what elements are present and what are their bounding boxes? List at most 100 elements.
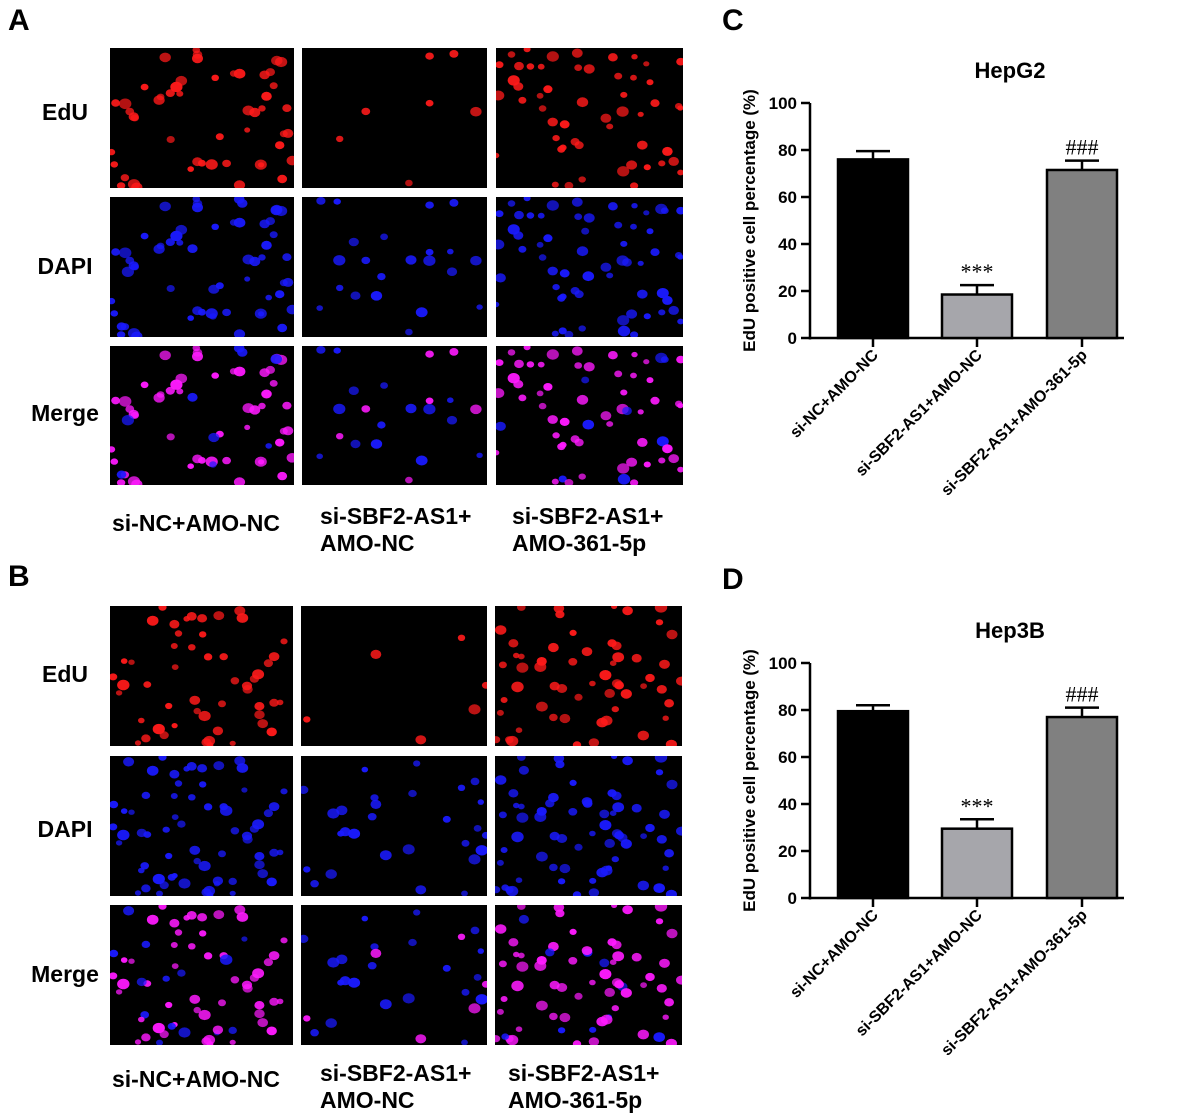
cell-nucleus [600,113,612,123]
panel-a-row-label-dapi: DAPI [37,253,93,279]
cell-nucleus [254,1001,265,1010]
cell-nucleus [646,228,654,235]
cell-nucleus [611,606,618,609]
cell-nucleus [617,315,630,326]
cell-nucleus [175,373,188,384]
cell-nucleus [199,930,207,937]
cell-nucleus [547,266,558,276]
cell-nucleus [241,681,253,691]
cell-nucleus [120,658,128,664]
cell-nucleus [650,396,660,405]
cell-nucleus [665,889,677,896]
cell-nucleus [558,475,567,483]
cell-nucleus [501,1033,509,1040]
cell-nucleus [187,166,194,172]
cell-nucleus [254,860,265,870]
cell-nucleus [282,401,292,410]
cell-nucleus [543,85,553,94]
cell-nucleus [659,809,670,819]
cell-nucleus [171,664,179,670]
cell-nucleus [380,382,388,389]
cell-nucleus [140,232,149,240]
cell-nucleus [413,760,421,767]
cell-nucleus [637,140,648,150]
cell-nucleus [413,909,421,916]
cell-nucleus [614,370,623,378]
cell-nucleus [574,362,583,369]
cell-nucleus [198,1009,211,1021]
cell-nucleus [496,239,505,250]
cell-nucleus [523,48,531,53]
y-tick-label: 20 [778,842,797,861]
cell-nucleus [643,210,650,216]
cell-nucleus [277,174,288,184]
cell-nucleus [171,814,179,820]
cell-nucleus [508,938,519,947]
cell-nucleus [146,615,159,626]
significance-label: ### [1066,135,1099,160]
cell-nucleus [212,726,224,736]
cell-nucleus [569,779,577,786]
cell-nucleus [637,437,648,447]
cell-nucleus [557,878,566,885]
cell-nucleus [370,439,383,449]
cell-nucleus [257,869,268,879]
cell-nucleus [604,838,615,848]
cell-nucleus [477,799,484,805]
cell-nucleus [198,457,206,464]
y-tick-label: 60 [778,748,797,767]
cell-nucleus [630,479,639,485]
cell-nucleus [495,736,501,744]
cell-nucleus [518,245,527,253]
cell-nucleus [500,996,508,1002]
cell-nucleus [218,850,226,858]
cell-nucleus [546,51,559,62]
cell-nucleus [189,994,201,1004]
cell-nucleus [523,346,531,351]
micro-a-edu-3 [496,48,683,188]
cell-nucleus [637,409,644,415]
cell-nucleus [501,884,509,891]
cell-nucleus [654,756,668,763]
micro-a-dapi-3 [496,197,683,337]
cell-nucleus [110,161,119,168]
cell-nucleus [261,240,272,250]
cell-nucleus [617,325,631,337]
cell-nucleus [211,223,219,230]
cell-nucleus [604,987,615,997]
cell-nucleus [526,63,535,70]
cell-nucleus [475,845,487,856]
bar [836,709,910,900]
cell-nucleus [572,891,582,896]
cell-nucleus [193,707,201,715]
cell-nucleus [193,1006,201,1014]
cell-nucleus [237,199,248,208]
cell-nucleus [676,57,683,66]
cell-nucleus [140,862,149,870]
cell-nucleus [152,873,165,885]
cell-nucleus [555,909,565,918]
cell-nucleus [310,880,319,888]
cell-nucleus [336,954,348,965]
cell-nucleus [616,106,629,117]
cell-nucleus [280,937,288,944]
cell-nucleus [211,372,219,379]
cell-nucleus [211,74,219,81]
cell-nucleus [668,454,679,464]
cell-nucleus [303,1015,311,1022]
cell-nucleus [513,951,520,958]
cell-nucleus [606,272,614,279]
cell-nucleus [268,951,280,961]
cell-nucleus [110,823,118,831]
cell-nucleus [457,634,466,641]
cell-nucleus [468,704,481,715]
cell-nucleus [169,918,180,928]
cell-nucleus [659,958,670,968]
panel-letter-a: A [8,4,30,37]
cell-nucleus [516,812,529,823]
cell-nucleus [120,174,130,182]
cell-nucleus [658,457,666,464]
y-tick-label: 0 [788,329,797,348]
cell-nucleus [676,826,682,836]
cell-nucleus [637,289,648,299]
